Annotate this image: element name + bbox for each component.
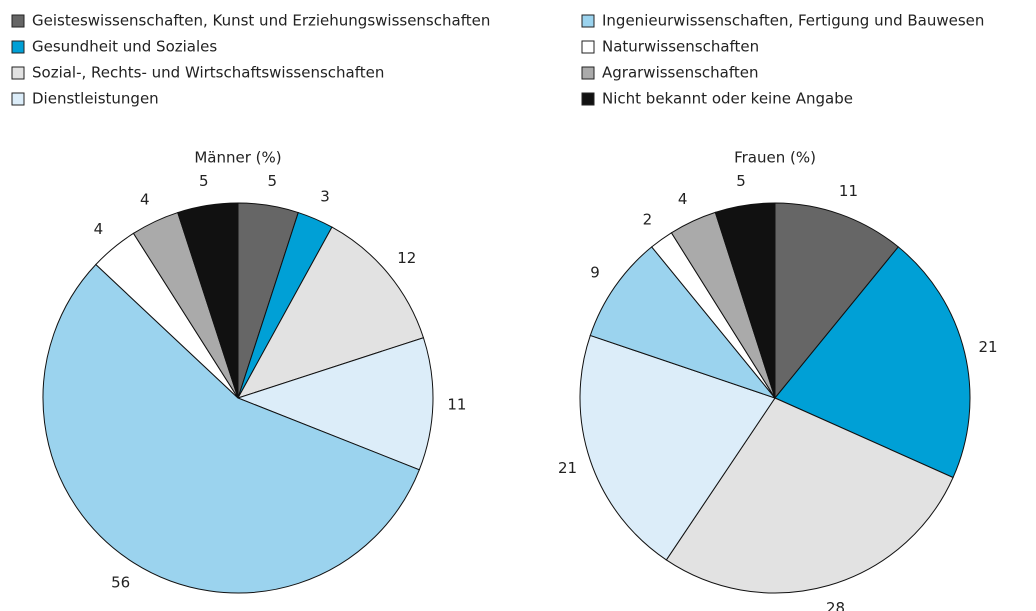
data-label: 56	[111, 573, 130, 591]
legend-label: Gesundheit und Soziales	[32, 38, 217, 56]
data-label: 5	[267, 172, 277, 190]
pie-slice	[579, 334, 776, 561]
data-label: 4	[94, 220, 104, 238]
legend-label: Agrarwissenschaften	[602, 64, 759, 82]
data-label: 28	[826, 599, 845, 611]
legend-swatch	[11, 66, 25, 80]
pie-slice	[774, 202, 899, 400]
data-label: 5	[736, 172, 746, 190]
legend-swatch	[581, 92, 595, 106]
data-label: 12	[397, 249, 416, 267]
pie-slice	[236, 337, 434, 471]
pie-slice	[774, 246, 971, 479]
legend-swatch	[581, 14, 595, 28]
data-label: 5	[199, 172, 209, 190]
legend-label: Nicht bekannt oder keine Angabe	[602, 90, 853, 108]
legend-label: Sozial-, Rechts- und Wirtschaftswissensc…	[32, 64, 384, 82]
pie-slice	[42, 263, 420, 594]
data-label: 21	[979, 338, 998, 356]
chart-title: Frauen (%)	[734, 149, 816, 167]
data-label: 11	[839, 182, 858, 200]
data-label: 21	[558, 459, 577, 477]
pie-slice	[714, 202, 776, 399]
legend-swatch	[11, 40, 25, 54]
pie-slice	[589, 246, 777, 400]
data-label: 2	[643, 211, 653, 229]
legend-swatch	[11, 14, 25, 28]
data-label: 11	[447, 395, 466, 413]
chart-title: Männer (%)	[194, 149, 281, 167]
legend-label: Geisteswissenschaften, Kunst und Erziehu…	[32, 12, 490, 30]
data-label: 4	[678, 190, 688, 208]
data-label: 9	[590, 264, 600, 282]
data-label: 4	[140, 190, 150, 208]
legend-label: Naturwissenschaften	[602, 38, 759, 56]
legend-label: Ingenieurwissenschaften, Fertigung und B…	[602, 12, 984, 30]
legend-swatch	[11, 92, 25, 106]
pie-slice	[177, 202, 239, 399]
legend-label: Dienstleistungen	[32, 90, 159, 108]
legend-swatch	[581, 66, 595, 80]
data-label: 3	[320, 188, 330, 206]
pie-slice	[665, 397, 954, 594]
legend-swatch	[581, 40, 595, 54]
pie-slice	[236, 226, 425, 399]
